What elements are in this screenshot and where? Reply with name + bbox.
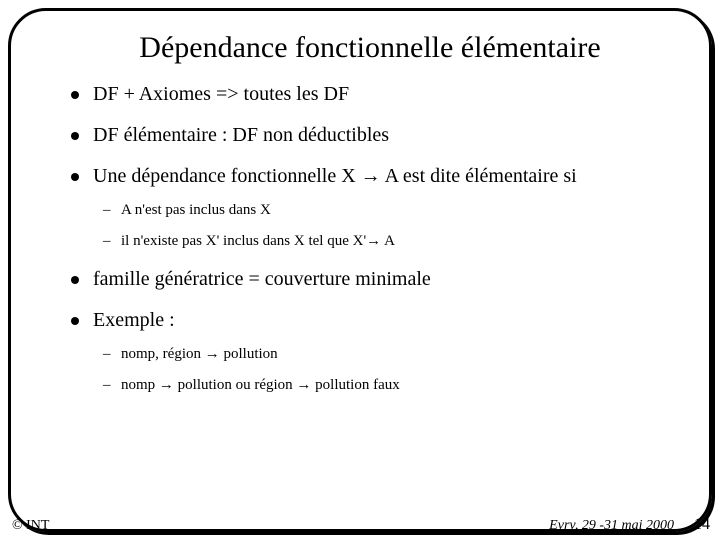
bullet-item: famille génératrice = couverture minimal… (71, 268, 669, 291)
slide-frame: Dépendance fonctionnelle élémentaire DF … (8, 8, 712, 532)
slide-title: Dépendance fonctionnelle élémentaire (71, 31, 669, 65)
bullet-text: Exemple : (93, 309, 175, 331)
bullet-item: Une dépendance fonctionnelle X → A est d… (71, 165, 669, 250)
sub-list: nomp, région → pollution nomp → pollutio… (93, 346, 669, 394)
bullet-item: DF + Axiomes => toutes les DF (71, 83, 669, 106)
bullet-list: DF + Axiomes => toutes les DF DF élément… (71, 83, 669, 394)
bullet-text: Une dépendance fonctionnelle X → A est d… (93, 165, 577, 187)
footer-copyright: © INT (12, 518, 49, 534)
sub-item: il n'existe pas X' inclus dans X tel que… (93, 233, 669, 250)
sub-item: nomp, région → pollution (93, 346, 669, 363)
sub-list: A n'est pas inclus dans X il n'existe pa… (93, 202, 669, 250)
bullet-item: DF élémentaire : DF non déductibles (71, 124, 669, 147)
bullet-text: DF + Axiomes => toutes les DF (93, 83, 349, 105)
bullet-text: DF élémentaire : DF non déductibles (93, 124, 389, 146)
footer-location-date: Evry, 29 -31 mai 2000 (549, 518, 674, 534)
bullet-item: Exemple : nomp, région → pollution nomp … (71, 309, 669, 394)
bullet-text: famille génératrice = couverture minimal… (93, 268, 431, 290)
sub-item: nomp → pollution ou région → pollution f… (93, 377, 669, 394)
page-number: 14 (694, 516, 710, 534)
sub-item: A n'est pas inclus dans X (93, 202, 669, 219)
